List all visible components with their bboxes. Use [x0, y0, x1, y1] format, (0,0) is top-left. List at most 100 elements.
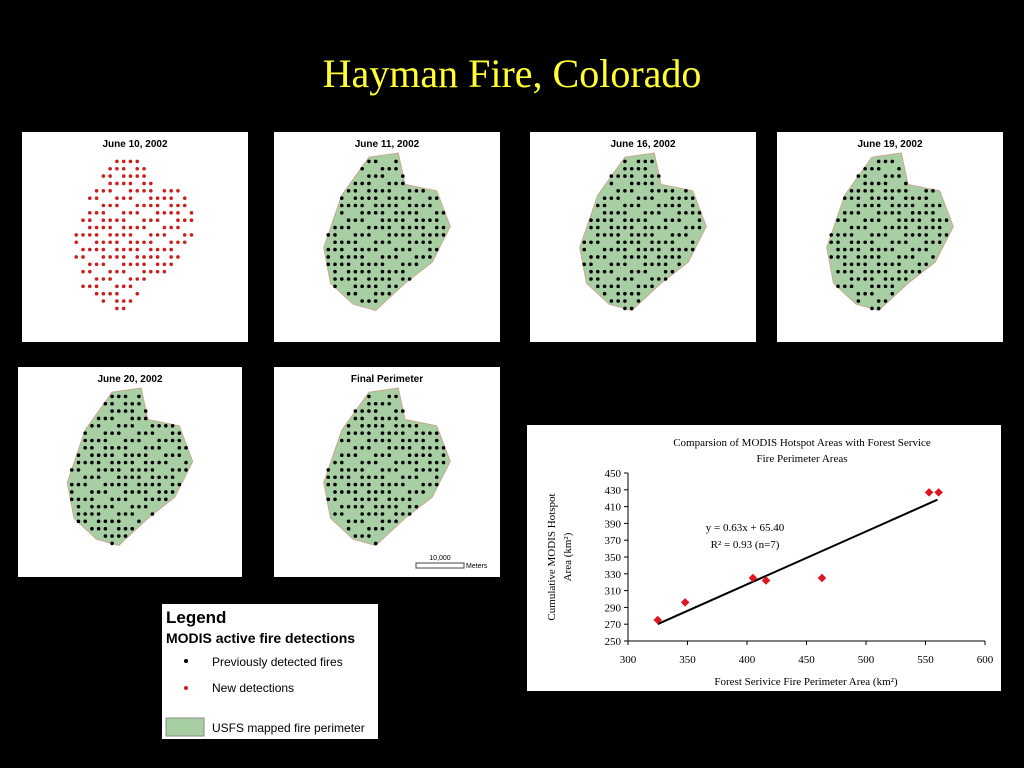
detection-dot: [94, 196, 99, 200]
detection-dot: [876, 269, 881, 274]
detection-dot: [643, 159, 648, 164]
detection-dot: [184, 460, 188, 465]
detection-dot: [643, 218, 648, 222]
detection-dot: [115, 181, 119, 186]
detection-dot: [169, 262, 173, 267]
detection-dot: [117, 497, 121, 502]
detection-dot: [69, 497, 74, 502]
detection-dot: [883, 174, 888, 178]
detection-dot: [169, 196, 173, 200]
detection-dot: [407, 475, 412, 480]
detection-dot: [143, 460, 148, 465]
detection-dot: [609, 247, 614, 252]
detection-dot: [616, 225, 620, 230]
detection-dot: [353, 284, 358, 289]
detection-dot: [663, 225, 668, 230]
detection-dot: [380, 401, 385, 406]
detection-dot: [170, 453, 175, 458]
detection-dot: [353, 416, 358, 421]
detection-dot: [367, 475, 371, 480]
detection-dot: [115, 166, 119, 171]
detection-dot: [650, 181, 654, 186]
detection-dot: [394, 409, 398, 413]
detection-dot: [602, 218, 607, 222]
y-tick-label: 410: [605, 502, 622, 514]
detection-dot: [88, 247, 92, 252]
detection-dot: [589, 262, 593, 267]
detection-dot: [387, 416, 392, 421]
detection-dot: [128, 247, 133, 252]
detection-dot: [340, 255, 344, 259]
detection-dot: [876, 166, 881, 171]
detection-dot: [149, 189, 153, 193]
detection-dot: [162, 225, 167, 230]
x-tick-label: 400: [739, 654, 756, 666]
detection-dot: [650, 240, 654, 245]
detection-dot: [856, 299, 861, 303]
detection-dot: [401, 460, 405, 465]
detection-dot: [856, 255, 861, 259]
detection-dot: [380, 277, 385, 281]
detection-dot: [137, 490, 141, 494]
detection-dot: [670, 196, 675, 200]
detection-dot: [367, 277, 371, 281]
detection-dot: [836, 240, 840, 245]
detection-dot: [657, 211, 661, 215]
detection-dot: [176, 203, 180, 208]
detection-dot: [428, 453, 432, 458]
detection-dot: [684, 247, 688, 252]
detection-dot: [103, 519, 108, 524]
detection-dot: [684, 196, 688, 200]
equation: y = 0.63x + 65.40: [706, 522, 785, 534]
detection-dot: [596, 277, 600, 281]
detection-dot: [108, 181, 112, 186]
detection-dot: [602, 211, 607, 215]
detection-dot: [353, 240, 358, 245]
detection-dot: [360, 166, 364, 171]
detection-dot: [917, 262, 922, 267]
detection-dot: [110, 468, 114, 472]
detection-dot: [629, 181, 634, 186]
detection-dot: [863, 269, 867, 274]
detection-dot: [657, 174, 661, 178]
detection-dot: [643, 247, 648, 252]
detection-dot: [924, 247, 928, 252]
detection-dot: [143, 497, 148, 502]
detection-dot: [360, 262, 364, 267]
detection-dot: [897, 240, 901, 245]
detection-dot: [623, 247, 627, 252]
detection-dot: [76, 519, 81, 524]
detection-dot: [340, 277, 344, 281]
detection-dot: [414, 431, 419, 435]
detection-dot: [149, 233, 153, 237]
detection-dot: [609, 174, 614, 178]
detection-dot: [101, 240, 106, 245]
detection-dot: [380, 166, 385, 171]
detection-dot: [394, 211, 398, 215]
detection-dot: [121, 181, 126, 186]
detection-dot: [863, 181, 867, 186]
detection-dot: [582, 247, 587, 252]
detection-dot: [609, 218, 614, 222]
detection-dot: [657, 240, 661, 245]
detection-dot: [169, 189, 173, 193]
detection-dot: [407, 446, 412, 450]
detection-dot: [142, 218, 146, 222]
detection-dot: [94, 211, 99, 215]
detection-dot: [629, 174, 634, 178]
detection-dot: [602, 233, 607, 237]
detection-dot: [876, 218, 881, 222]
detection-dot: [924, 233, 928, 237]
detection-dot: [863, 262, 867, 267]
detection-dot: [353, 497, 358, 502]
detection-dot: [643, 284, 648, 289]
detection-dot: [135, 189, 140, 193]
y-tick-label: 290: [605, 602, 622, 614]
detection-dot: [135, 262, 140, 267]
detection-dot: [421, 255, 425, 259]
detection-dot: [690, 196, 695, 200]
detection-dot: [373, 541, 378, 546]
detection-dot: [90, 424, 94, 428]
detection-dot: [870, 181, 874, 186]
detection-dot: [346, 490, 351, 494]
